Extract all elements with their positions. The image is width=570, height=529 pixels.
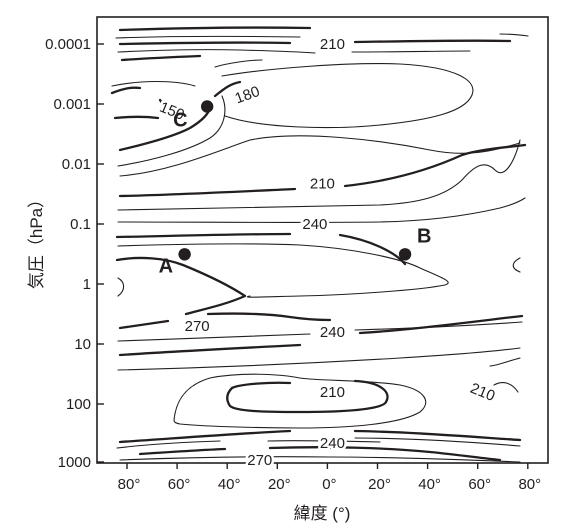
x-tick-label: 60°	[468, 476, 491, 493]
contour-label: 270	[185, 318, 210, 335]
contour-line	[343, 143, 527, 188]
x-axis-ticks: 80° 60° 40° 20° 0° 20° 40° 60° 80°	[118, 463, 541, 493]
y-tick-label: 1	[83, 276, 91, 293]
contour-line	[158, 98, 182, 120]
marker-point	[178, 248, 191, 261]
x-tick-label: 40°	[418, 476, 441, 493]
contour-line	[173, 373, 427, 429]
contour-line	[117, 243, 449, 298]
y-axis-title: 気圧（hPa）	[27, 191, 46, 289]
contour-label: 240	[320, 435, 345, 452]
contour-label: 210	[468, 380, 498, 405]
contour-line	[354, 437, 521, 447]
contour-line	[226, 379, 389, 414]
contour-label: 210	[310, 175, 335, 192]
x-tick-label: 40°	[218, 476, 241, 493]
x-tick-label: 20°	[368, 476, 391, 493]
contour-line	[118, 187, 297, 198]
y-tick-label: 100	[66, 396, 91, 413]
contour-label: 240	[302, 216, 327, 233]
point-label: C	[173, 109, 187, 131]
plot-frame	[96, 16, 549, 464]
contour-line	[213, 80, 242, 98]
contour-line	[138, 447, 227, 456]
contour-line	[117, 197, 526, 223]
marked-points: A B C	[159, 100, 432, 277]
y-tick-label: 10	[74, 336, 91, 353]
contour-line	[116, 440, 221, 449]
contour-line	[118, 26, 312, 32]
contour-line	[115, 232, 292, 239]
x-tick-label: 60°	[168, 476, 191, 493]
contour-line	[119, 456, 521, 463]
contour-line	[214, 59, 263, 68]
contour-line	[358, 314, 524, 335]
contour-line	[117, 95, 226, 167]
y-tick-label: 0.0001	[45, 36, 91, 53]
contour-line	[120, 54, 202, 62]
y-tick-label: 0.1	[70, 216, 91, 233]
contour-line	[118, 343, 302, 357]
contour-label: 210	[320, 384, 345, 401]
contour-line	[118, 319, 170, 330]
x-tick-label: 80°	[118, 476, 141, 493]
x-tick-label: 20°	[268, 476, 291, 493]
contour-line	[268, 446, 502, 462]
contour-line	[117, 333, 311, 342]
contour-line	[230, 381, 292, 390]
point-label: A	[159, 255, 173, 277]
contour-line	[117, 139, 521, 211]
point-label: B	[417, 225, 431, 247]
contour-line	[351, 50, 471, 53]
contour-line	[267, 440, 381, 443]
contour-line	[499, 33, 529, 37]
x-axis-title: 緯度 (°)	[294, 504, 351, 523]
contour-line	[353, 39, 512, 44]
contour-line	[115, 35, 301, 39]
contour-line	[493, 382, 519, 393]
contour-line	[118, 429, 292, 444]
contour-label: 270	[247, 452, 272, 469]
y-tick-label: 0.01	[62, 156, 91, 173]
contour-label: 180	[233, 83, 262, 108]
contour-line	[512, 257, 521, 273]
marker-point	[398, 248, 412, 261]
y-axis-ticks: 0.0001 0.001 0.01 0.1 1 10 100 1000	[45, 36, 104, 471]
x-tick-label: 0°	[322, 476, 336, 493]
contour-line	[115, 256, 247, 316]
contour-line	[117, 49, 316, 54]
contour-label: 210	[320, 36, 345, 53]
contour-line	[354, 321, 523, 331]
contour-line	[113, 115, 160, 120]
contour-line	[117, 277, 125, 297]
contour-line	[489, 357, 521, 367]
y-tick-label: 0.001	[53, 96, 91, 113]
contour-line	[221, 63, 474, 129]
contour-line	[118, 41, 292, 46]
contour-line	[118, 106, 212, 152]
marker-point	[200, 100, 214, 113]
contour-line	[117, 347, 521, 371]
y-tick-label: 1000	[58, 454, 91, 471]
contour-line	[110, 86, 142, 95]
contour-line	[206, 312, 332, 322]
contour-line	[353, 429, 522, 442]
contour-lines	[110, 26, 529, 463]
x-tick-label: 80°	[518, 476, 541, 493]
contour-label: 240	[320, 324, 345, 341]
contour-line	[111, 80, 196, 87]
